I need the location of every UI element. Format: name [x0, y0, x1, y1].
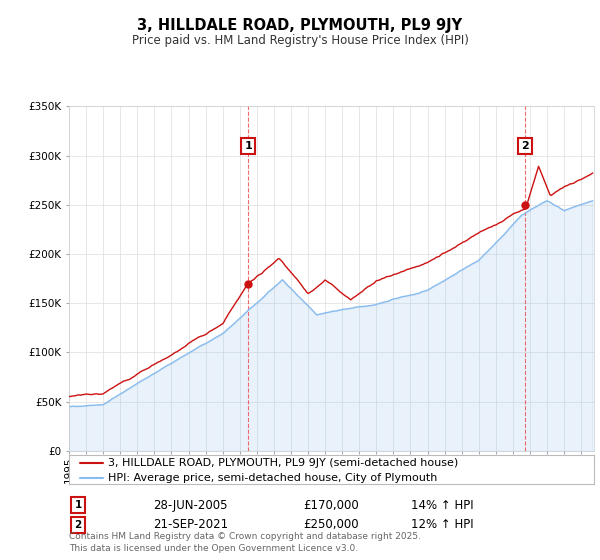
Text: 3, HILLDALE ROAD, PLYMOUTH, PL9 9JY (semi-detached house): 3, HILLDALE ROAD, PLYMOUTH, PL9 9JY (sem…	[109, 458, 458, 468]
Text: Contains HM Land Registry data © Crown copyright and database right 2025.
This d: Contains HM Land Registry data © Crown c…	[69, 532, 421, 553]
Text: 2: 2	[74, 520, 82, 530]
Text: 2: 2	[521, 141, 529, 151]
Text: 1: 1	[74, 500, 82, 510]
Text: HPI: Average price, semi-detached house, City of Plymouth: HPI: Average price, semi-detached house,…	[109, 473, 438, 483]
Text: 12% ↑ HPI: 12% ↑ HPI	[411, 518, 473, 531]
Text: 28-JUN-2005: 28-JUN-2005	[153, 498, 227, 512]
Text: £250,000: £250,000	[303, 518, 359, 531]
Text: Price paid vs. HM Land Registry's House Price Index (HPI): Price paid vs. HM Land Registry's House …	[131, 34, 469, 47]
Text: 1: 1	[244, 141, 252, 151]
Text: 3, HILLDALE ROAD, PLYMOUTH, PL9 9JY: 3, HILLDALE ROAD, PLYMOUTH, PL9 9JY	[137, 18, 463, 32]
Text: £170,000: £170,000	[303, 498, 359, 512]
Text: 21-SEP-2021: 21-SEP-2021	[153, 518, 228, 531]
Text: 14% ↑ HPI: 14% ↑ HPI	[411, 498, 473, 512]
